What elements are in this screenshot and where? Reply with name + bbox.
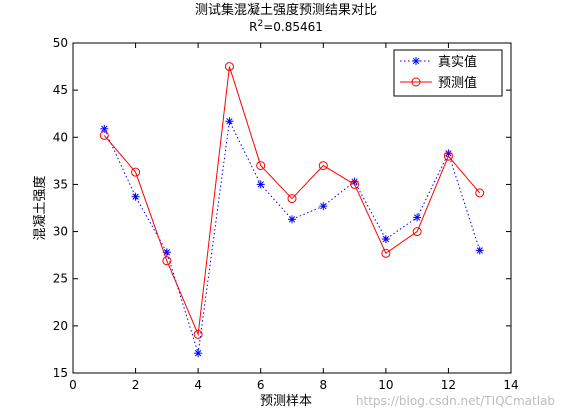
series-line-pred (103, 66, 481, 337)
watermark: https://blog.csdn.net/TIQCmatlab (356, 394, 555, 408)
legend-star-icon (412, 57, 420, 65)
x-tick-label: 8 (319, 378, 327, 392)
subtitle-value: =0.85461 (263, 20, 323, 34)
y-axis-label: 混凝土强度 (32, 175, 48, 240)
data-point-pred (318, 161, 328, 171)
data-point-true (381, 235, 390, 244)
legend-label-true: 真实值 (438, 54, 477, 70)
data-point-pred (350, 179, 360, 189)
data-point-pred (287, 194, 297, 204)
data-point-pred (475, 188, 485, 198)
x-tick-label: 14 (503, 378, 518, 392)
data-point-true (131, 192, 140, 201)
data-point-pred (412, 227, 422, 237)
data-point-pred (99, 130, 109, 140)
legend-circle-icon (411, 77, 421, 87)
y-tick-label: 50 (53, 36, 68, 50)
x-tick-label: 12 (441, 378, 456, 392)
y-tick-label: 20 (53, 319, 68, 333)
series-layer (99, 62, 485, 358)
subtitle-superscript: 2 (257, 19, 263, 29)
legend-marker-true (412, 57, 420, 65)
chart-subtitle: R2=0.85461 (249, 19, 323, 34)
legend: 真实值 预测值 (393, 49, 503, 97)
x-axis-label: 预测样本 (260, 394, 312, 409)
y-tick-label: 35 (53, 177, 68, 191)
legend-box (393, 49, 503, 97)
x-tick-label: 10 (378, 378, 393, 392)
subtitle-prefix: R (249, 20, 257, 34)
x-tick-label: 0 (69, 378, 77, 392)
data-point-true (288, 215, 296, 224)
x-tick-label: 4 (194, 378, 202, 392)
data-point-true (256, 180, 265, 189)
data-point-pred (381, 248, 391, 258)
chart-title: 测试集混凝土强度预测结果对比 (195, 2, 377, 18)
data-point-pred (162, 256, 172, 266)
y-tick-label: 40 (53, 130, 68, 144)
data-point-true (100, 124, 109, 133)
legend-marker-pred (411, 77, 421, 87)
data-point-pred (193, 329, 203, 339)
x-tick-label: 2 (132, 378, 140, 392)
data-point-true (194, 349, 203, 358)
data-point-true (319, 202, 328, 211)
data-point-true (225, 117, 234, 126)
data-point-pred (131, 167, 141, 177)
y-tick-label: 15 (53, 366, 68, 380)
plot-area (72, 42, 512, 374)
y-tick-label: 45 (53, 83, 68, 97)
data-point-true (475, 246, 484, 255)
data-point-pred (443, 151, 453, 161)
y-tick-label: 30 (53, 225, 68, 239)
axis-ticks: 0 2 4 6 8 10 12 14 15 20 25 30 35 40 45 50 (53, 36, 519, 392)
legend-label-pred: 预测值 (438, 75, 477, 91)
data-point-pred (256, 161, 266, 171)
data-point-true (413, 213, 422, 222)
data-point-pred (224, 62, 234, 72)
x-tick-label: 6 (257, 378, 265, 392)
y-tick-label: 25 (53, 272, 68, 286)
